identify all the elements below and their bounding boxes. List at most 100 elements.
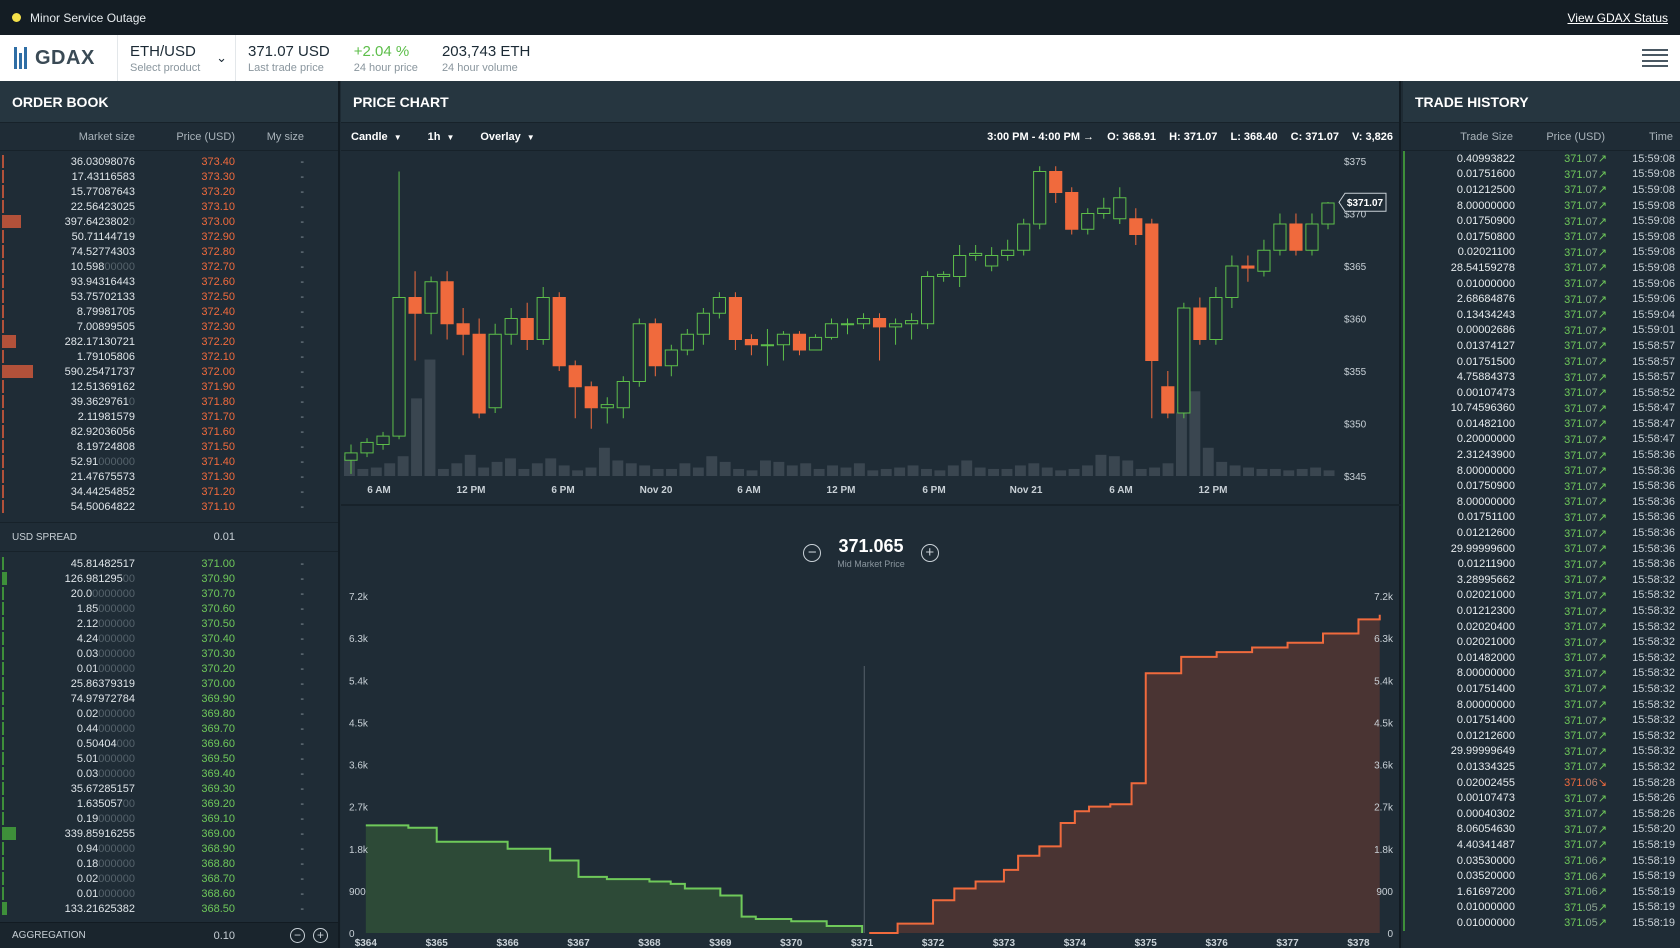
my-size: - [300,155,304,168]
order-row[interactable]: 1.85000000 370.60 - [0,601,338,616]
order-row[interactable]: 12.51369162 371.90 - [0,379,338,394]
order-row[interactable]: 34.44254852 371.20 - [0,484,338,499]
product-selector[interactable]: ETH/USD Select product ⌄ [118,35,236,81]
order-row[interactable]: 54.50064822 371.10 - [0,499,338,514]
volume-bar [1323,470,1335,476]
volume-bar [1229,465,1241,476]
order-row[interactable]: 0.44000000 369.70 - [0,721,338,736]
trade-size: 0.01000000 [1456,277,1515,290]
candlestick-chart[interactable]: $375 $370 $365 $360 $355 $350 $345 6 AM 12 PM 6 P… [341,151,1401,506]
order-row[interactable]: 93.94316443 372.60 - [0,274,338,289]
order-row[interactable]: 0.03000000 370.30 - [0,646,338,661]
order-row[interactable]: 82.92036056 371.60 - [0,424,338,439]
order-row[interactable]: 397.64238020 373.00 - [0,214,338,229]
arrow-up-right-icon: ↗ [1597,231,1607,244]
trade-price: 371.07↗ [1515,277,1607,290]
order-row[interactable]: 50.71144719 372.90 - [0,229,338,244]
order-row[interactable]: 126.98129500 370.90 - [0,571,338,586]
order-row[interactable]: 74.97972784 369.90 - [0,691,338,706]
order-row[interactable]: 0.94000000 368.90 - [0,841,338,856]
market-size: 0.02000000 [0,708,135,720]
order-row[interactable]: 52.91000000 371.40 - [0,454,338,469]
x-tick-label: 6 PM [551,485,574,496]
volume-bar [478,467,490,476]
order-row[interactable]: 0.50404000 369.60 - [0,736,338,751]
trade-price-main: 371. [1564,387,1586,400]
depth-bar [2,782,4,795]
view-status-link[interactable]: View GDAX Status [1567,10,1669,25]
my-size: - [300,617,304,630]
volume-bar [1122,460,1134,476]
order-row[interactable]: 20.00000000 370.70 - [0,586,338,601]
order-row[interactable]: 2.12000000 370.50 - [0,616,338,631]
order-row[interactable]: 0.19000000 369.10 - [0,811,338,826]
order-row[interactable]: 8.79981705 372.40 - [0,304,338,319]
zoom-out-icon[interactable]: − [803,543,822,562]
order-row[interactable]: 133.21625382 368.50 - [0,901,338,916]
chevron-down-icon: ⌄ [216,50,227,65]
market-size-value: 133.21625382 [64,902,135,915]
zoom-in-icon[interactable]: + [920,543,939,562]
order-row[interactable]: 0.02000000 368.70 - [0,871,338,886]
order-row[interactable]: 1.63505700 369.20 - [0,796,338,811]
trade-row: 8.00000000 371.07↗ 15:58:36 [1405,463,1680,479]
plus-icon[interactable]: + [313,928,328,943]
minus-icon[interactable]: − [290,928,305,943]
order-row[interactable]: 15.77087643 373.20 - [0,184,338,199]
my-size: - [300,557,304,570]
order-row[interactable]: 5.01000000 369.50 - [0,751,338,766]
order-row[interactable]: 36.03098076 373.40 - [0,154,338,169]
candle [1081,208,1095,235]
order-row[interactable]: 4.24000000 370.40 - [0,631,338,646]
order-row[interactable]: 8.19724808 371.50 - [0,439,338,454]
trade-price-decimals: 06 [1585,870,1598,883]
order-row[interactable]: 45.81482517 371.00 - [0,556,338,571]
order-row[interactable]: 590.25471737 372.00 - [0,364,338,379]
trade-size: 0.01374127 [1456,339,1515,352]
order-row[interactable]: 2.11981579 371.70 - [0,409,338,424]
order-row[interactable]: 0.03000000 369.40 - [0,766,338,781]
order-row[interactable]: 35.67285157 369.30 - [0,781,338,796]
candle [1289,213,1303,256]
order-row[interactable]: 1.79105806 372.10 - [0,349,338,364]
trade-price: 371.07↗ [1515,651,1607,664]
trade-row: 0.01751600 371.07↗ 15:59:08 [1405,167,1680,183]
hamburger-menu-icon[interactable] [1642,49,1668,67]
order-row[interactable]: 10.59800000 372.70 - [0,259,338,274]
trade-time: 15:58:26 [1632,792,1675,805]
interval-dropdown[interactable]: 1h ▼ [428,131,455,143]
trade-price: 371.07↗ [1515,698,1607,711]
order-row[interactable]: 282.17130721 372.20 - [0,334,338,349]
order-row[interactable]: 22.56423025 373.10 - [0,199,338,214]
depth-x-tick: $369 [709,938,732,948]
order-row[interactable]: 21.47675573 371.30 - [0,469,338,484]
market-size: 45.81482517 [0,558,135,570]
x-tick-label: 12 PM [1199,485,1228,496]
order-row[interactable]: 0.18000000 368.80 - [0,856,338,871]
order-row[interactable]: 7.00899505 372.30 - [0,319,338,334]
volume-bar [1028,463,1040,476]
trade-price: 371.07↗ [1515,417,1607,430]
order-row[interactable]: 339.85916255 369.00 - [0,826,338,841]
chart-type-dropdown[interactable]: Candle ▼ [351,131,402,143]
order-row[interactable]: 0.02000000 369.80 - [0,706,338,721]
depth-y-tick-left: 7.2k [349,592,369,603]
overlay-dropdown[interactable]: Overlay ▼ [480,131,534,143]
trade-size: 4.75884373 [1456,371,1515,384]
order-row[interactable]: 17.43116583 373.30 - [0,169,338,184]
order-row[interactable]: 0.01000000 370.20 - [0,661,338,676]
x-tick-label: Nov 20 [640,485,673,496]
order-row[interactable]: 39.36297610 371.80 - [0,394,338,409]
last-price-tag: $371.07 [1338,192,1387,212]
market-size: 0.01000000 [0,663,135,675]
trade-row: 0.40993822 371.07↗ 15:59:08 [1405,151,1680,167]
order-row[interactable]: 0.01000000 368.60 - [0,886,338,901]
logo[interactable]: GDAX [0,35,118,81]
depth-x-tick: $370 [780,938,803,948]
depth-chart[interactable]: 7.2k 7.2k 6.3k 6.3k 5.4k 5.4k 4.5k 4.5k 3.6k 3.6k… [341,526,1401,948]
order-row[interactable]: 53.75702133 372.50 - [0,289,338,304]
order-row[interactable]: 74.52774303 372.80 - [0,244,338,259]
order-row[interactable]: 25.86379319 370.00 - [0,676,338,691]
trade-price: 371.07↗ [1515,433,1607,446]
market-size: 74.97972784 [0,693,135,705]
